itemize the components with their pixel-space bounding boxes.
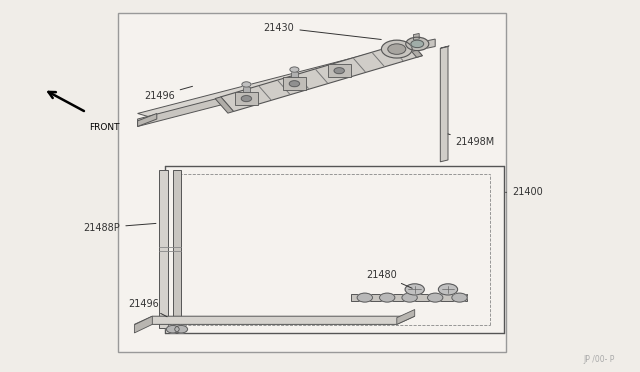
Circle shape: [388, 44, 406, 54]
Polygon shape: [404, 41, 422, 57]
Circle shape: [334, 68, 344, 74]
Polygon shape: [440, 46, 449, 48]
Polygon shape: [159, 170, 168, 328]
Circle shape: [290, 67, 299, 72]
Circle shape: [405, 284, 424, 295]
Circle shape: [380, 293, 395, 302]
Polygon shape: [413, 33, 419, 40]
Polygon shape: [235, 92, 258, 105]
Circle shape: [381, 40, 412, 58]
Polygon shape: [134, 316, 152, 333]
Text: JP /00- P: JP /00- P: [583, 355, 614, 364]
Polygon shape: [440, 46, 448, 162]
Circle shape: [289, 81, 300, 87]
Text: 21498M: 21498M: [448, 134, 495, 147]
Circle shape: [406, 37, 429, 51]
Polygon shape: [291, 72, 298, 77]
Circle shape: [411, 40, 424, 48]
Polygon shape: [283, 77, 306, 90]
Text: 21496: 21496: [128, 299, 167, 317]
Text: 21400: 21400: [506, 187, 543, 197]
Polygon shape: [138, 113, 157, 126]
Text: 21480: 21480: [366, 270, 412, 288]
Polygon shape: [397, 310, 415, 324]
Polygon shape: [138, 60, 368, 126]
Circle shape: [241, 96, 252, 102]
Circle shape: [438, 284, 458, 295]
Circle shape: [452, 293, 467, 302]
Polygon shape: [134, 316, 415, 324]
Polygon shape: [173, 170, 181, 328]
Circle shape: [242, 82, 251, 87]
Text: 21488P: 21488P: [84, 223, 156, 232]
Circle shape: [402, 293, 417, 302]
Text: FRONT: FRONT: [90, 123, 120, 132]
Circle shape: [428, 293, 443, 302]
Polygon shape: [138, 54, 387, 119]
Polygon shape: [243, 87, 250, 92]
Text: 21430: 21430: [264, 23, 381, 39]
Text: 21496: 21496: [144, 86, 193, 100]
Polygon shape: [221, 41, 422, 112]
Polygon shape: [215, 97, 234, 113]
Polygon shape: [408, 39, 435, 52]
Polygon shape: [328, 64, 351, 77]
Circle shape: [175, 326, 188, 333]
Polygon shape: [351, 294, 467, 301]
Circle shape: [357, 293, 372, 302]
FancyBboxPatch shape: [118, 13, 506, 352]
Circle shape: [166, 326, 179, 333]
